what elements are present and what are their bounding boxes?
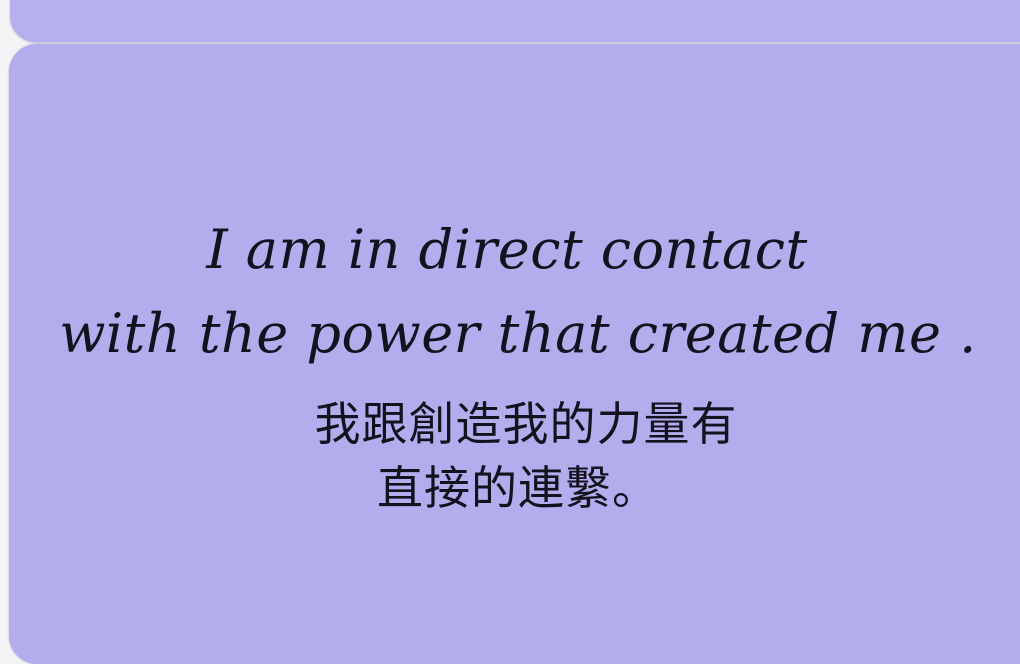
affirmation-english-line-1: I am in direct contact — [206, 218, 808, 281]
card-above — [10, 0, 1020, 42]
affirmation-chinese-line-2: 直接的連繫。 — [377, 461, 659, 515]
affirmation-card — [9, 44, 1020, 664]
affirmation-chinese-line-1: 我跟創造我的力量有 — [314, 397, 738, 451]
affirmation-english-line-2: with the power that created me . — [59, 302, 977, 365]
